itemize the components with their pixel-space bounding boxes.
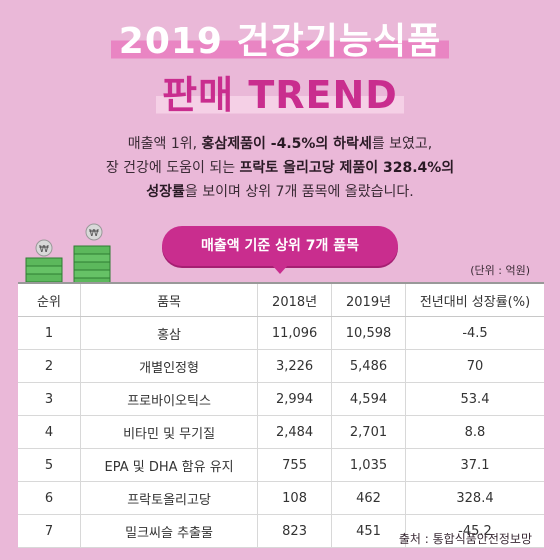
- header-growth: 전년대비 성장률(%): [405, 282, 544, 317]
- cell-rank: 7: [18, 514, 82, 548]
- desc-text-1: 매출액 1위,: [127, 136, 202, 152]
- table-row: 1 홍삼 11,096 10,598 -4.5: [18, 316, 544, 350]
- desc-bold-3: 성장률: [146, 184, 185, 200]
- table-header-row: 순위 품목 2018년 2019년 전년대비 성장률(%): [18, 282, 544, 317]
- cell-item: 개별인정형: [80, 349, 259, 383]
- money-stack-icon: ₩ ₩: [25, 223, 111, 287]
- cell-rank: 4: [18, 415, 82, 449]
- cell-rank: 1: [18, 316, 82, 350]
- cell-item: 프로바이오틱스: [80, 382, 259, 416]
- cell-sales-2019: 1,035: [331, 448, 406, 482]
- cell-rank: 6: [18, 481, 82, 515]
- header-2019: 2019년: [331, 282, 406, 317]
- header-2018: 2018년: [257, 282, 333, 317]
- sales-table: 순위 품목 2018년 2019년 전년대비 성장률(%) 1 홍삼 11,096 1…: [18, 282, 544, 548]
- desc-text-3: 장 건강에 도움이 되는: [105, 160, 240, 176]
- cell-sales-2019: 462: [331, 481, 406, 515]
- cell-growth: -4.5: [405, 316, 544, 350]
- page-subtitle: 판매 TREND: [0, 64, 560, 119]
- cell-sales-2019: 5,486: [331, 349, 406, 383]
- table-caption-badge: 매출액 기준 상위 7개 품목: [162, 226, 398, 274]
- desc-bold-2: 프락토 올리고당 제품이 328.4%의: [239, 160, 455, 176]
- desc-text-4: 을 보이며 상위 7개 품목에 올랐습니다.: [184, 184, 414, 200]
- cell-item: 홍삼: [80, 316, 259, 350]
- page-title: 2019 건강기능식품: [0, 12, 560, 64]
- svg-text:₩: ₩: [89, 228, 99, 239]
- cell-item: 프락토올리고당: [80, 481, 259, 515]
- title-line1: 2019 건강기능식품: [110, 21, 450, 62]
- cell-sales-2018: 11,096: [257, 316, 333, 350]
- cell-growth: 53.4: [405, 382, 544, 416]
- unit-label: (단위 : 억원): [470, 264, 530, 277]
- cell-sales-2019: 451: [331, 514, 406, 548]
- cell-item: 밀크씨슬 추출물: [80, 514, 259, 548]
- cell-sales-2018: 823: [257, 514, 333, 548]
- cell-sales-2019: 10,598: [331, 316, 406, 350]
- cell-sales-2018: 108: [257, 481, 333, 515]
- table-row: 5 EPA 및 DHA 함유 유지 755 1,035 37.1: [18, 448, 544, 482]
- description: 매출액 1위, 홍삼제품이 -4.5%의 하락세를 보였고, 장 건강에 도움이…: [60, 132, 500, 204]
- svg-text:₩: ₩: [39, 244, 49, 255]
- cell-sales-2018: 2,994: [257, 382, 333, 416]
- cell-growth: 70: [405, 349, 544, 383]
- desc-bold-1: 홍삼제품이 -4.5%의 하락세: [201, 136, 372, 152]
- header-item: 품목: [80, 282, 259, 317]
- table-row: 4 비타민 및 무기질 2,484 2,701 8.8: [18, 415, 544, 449]
- cell-growth: 328.4: [405, 481, 544, 515]
- cell-sales-2018: 2,484: [257, 415, 333, 449]
- cell-sales-2018: 3,226: [257, 349, 333, 383]
- cell-sales-2018: 755: [257, 448, 333, 482]
- header-rank: 순위: [18, 282, 82, 317]
- table-row: 2 개별인정형 3,226 5,486 70: [18, 349, 544, 383]
- cell-item: EPA 및 DHA 함유 유지: [80, 448, 259, 482]
- cell-growth: -45.2: [405, 514, 544, 548]
- cell-sales-2019: 4,594: [331, 382, 406, 416]
- cell-item: 비타민 및 무기질: [80, 415, 259, 449]
- cell-rank: 3: [18, 382, 82, 416]
- table-row: 7 밀크씨슬 추출물 823 451 -45.2: [18, 514, 544, 548]
- cell-growth: 8.8: [405, 415, 544, 449]
- cell-sales-2019: 2,701: [331, 415, 406, 449]
- desc-text-2: 를 보였고,: [371, 136, 433, 152]
- table-row: 6 프락토올리고당 108 462 328.4: [18, 481, 544, 515]
- cell-rank: 2: [18, 349, 82, 383]
- cell-rank: 5: [18, 448, 82, 482]
- cell-growth: 37.1: [405, 448, 544, 482]
- source-note: 출처 : 통합식품안전정보망: [398, 532, 532, 546]
- title-line2: 판매 TREND: [156, 73, 404, 117]
- table-row: 3 프로바이오틱스 2,994 4,594 53.4: [18, 382, 544, 416]
